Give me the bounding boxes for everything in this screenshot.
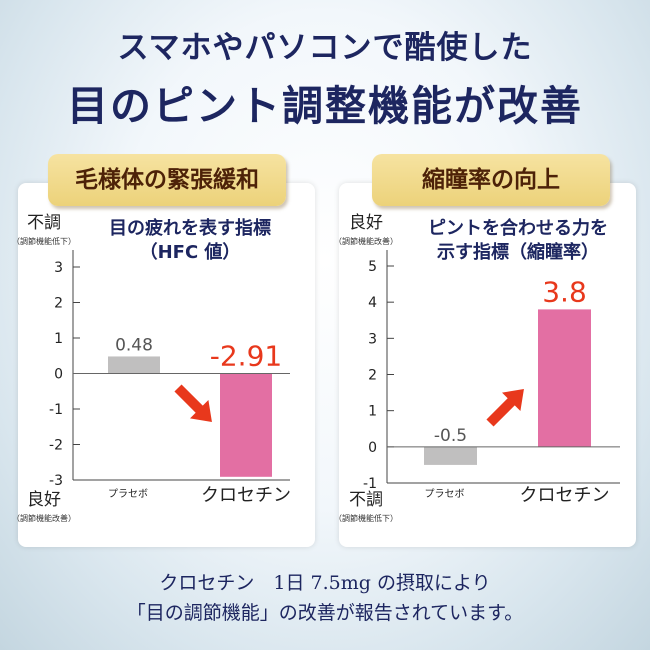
y-bottom-label: 不調 — [349, 490, 383, 510]
arrow-down-icon — [174, 384, 212, 422]
y-tick-label: 5 — [368, 259, 377, 275]
chart-subtitle: 目の疲れを表す指標 — [109, 217, 271, 239]
y-tick-label: 1 — [54, 331, 63, 347]
y-tick-label: 1 — [368, 404, 377, 420]
category-label: クロセチン — [201, 485, 291, 506]
headline-line2: 目のピント調整機能が改善 — [67, 82, 583, 130]
y-top-label: 良好 — [349, 213, 383, 233]
y-tick-label: -2 — [49, 438, 63, 454]
y-tick-label: 3 — [54, 260, 63, 276]
chart-subtitle-2: 示す指標（縮瞳率） — [437, 241, 599, 263]
y-bottom-sublabel: （調節機能低下） — [334, 513, 398, 523]
bar-crocetin — [538, 309, 591, 447]
data-label: -2.91 — [210, 340, 282, 373]
y-tick-label: -1 — [363, 476, 377, 492]
y-top-label: 不調 — [27, 213, 61, 233]
y-tick-label: 4 — [368, 295, 377, 311]
headline-line1: スマホやパソコンで酷使した — [117, 30, 533, 66]
y-tick-label: 0 — [54, 367, 63, 383]
data-label: 3.8 — [542, 275, 587, 308]
arrow-up-icon — [486, 389, 524, 427]
chart-subtitle: ピントを合わせる力を — [428, 217, 608, 239]
y-tick-label: 0 — [368, 440, 377, 456]
category-label: クロセチン — [520, 485, 610, 506]
y-bottom-label: 良好 — [27, 490, 61, 510]
y-top-sublabel: （調節機能改善） — [334, 236, 398, 246]
y-tick-label: -1 — [49, 402, 63, 418]
chart-title-right: 縮瞳率の向上 — [372, 154, 610, 206]
y-tick-label: 3 — [368, 331, 377, 347]
data-label: -0.5 — [434, 426, 467, 446]
bar-placebo — [424, 446, 477, 465]
y-top-sublabel: （調節機能低下） — [12, 236, 76, 246]
footer-line1: クロセチン 1日 7.5mg の摂取により — [159, 572, 491, 594]
category-label: プラセボ — [425, 488, 465, 500]
chart-card-left — [18, 183, 315, 547]
bar-placebo — [108, 356, 160, 374]
y-tick-label: 2 — [54, 296, 63, 312]
chart-title-left: 毛様体の緊張緩和 — [48, 154, 286, 206]
y-tick-label: -3 — [49, 473, 63, 489]
y-tick-label: 2 — [368, 368, 377, 384]
bar-crocetin — [220, 373, 272, 477]
chart-subtitle-2: （HFC 値） — [140, 241, 241, 263]
data-label: 0.48 — [115, 335, 153, 355]
y-bottom-sublabel: （調節機能改善） — [12, 513, 76, 523]
footer-line2: 「目の調節機能」の改善が報告されています。 — [126, 602, 524, 624]
category-label: プラセボ — [108, 488, 148, 500]
